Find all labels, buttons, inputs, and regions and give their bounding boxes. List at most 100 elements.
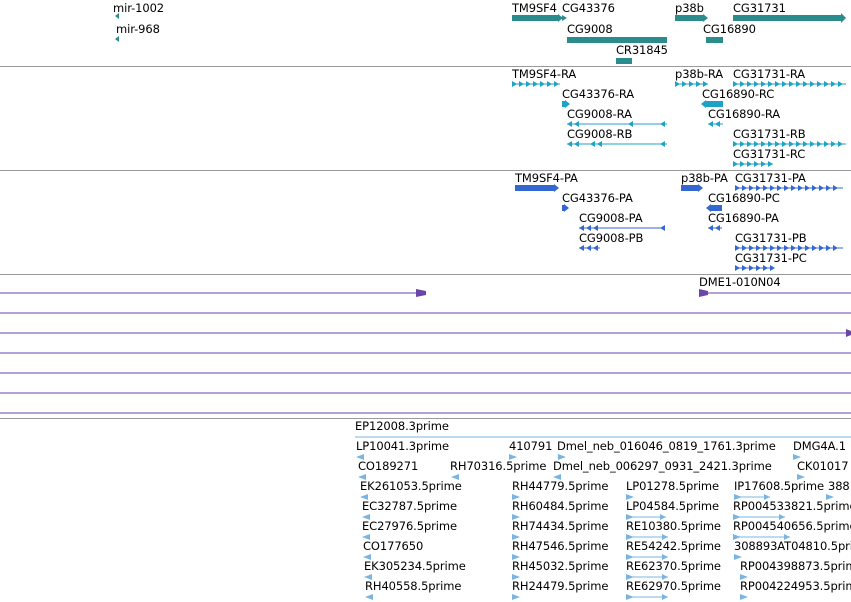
est-glyph [826, 494, 834, 500]
gene-label[interactable]: CG31731 [733, 1, 786, 15]
transcript-label[interactable]: CG16890-RC [702, 87, 775, 101]
transcript-label[interactable]: CG9008-RA [567, 107, 632, 121]
est-label[interactable]: CO177650 [363, 539, 424, 553]
est-glyph [509, 454, 517, 460]
gene-label[interactable]: CG16890 [703, 22, 756, 36]
est-label[interactable]: RH74434.5prime [512, 519, 609, 533]
est-label[interactable]: 388 [828, 479, 850, 493]
est-label[interactable]: EP12008.3prime [355, 419, 449, 433]
tm9sf4-pa-glyph [515, 185, 554, 191]
est-glyph [512, 574, 520, 580]
protein-label[interactable]: CG9008-PA [579, 211, 643, 225]
est-glyph [558, 454, 566, 460]
transcript-label[interactable]: CG31731-RA [733, 67, 806, 81]
protein-label[interactable]: CG16890-PC [708, 191, 780, 205]
est-label[interactable]: RH45032.5prime [512, 559, 609, 573]
mir-968-glyph [115, 36, 119, 42]
est-glyph [740, 594, 748, 600]
protein-label[interactable]: CG16890-PA [708, 211, 779, 225]
est-glyph [626, 494, 634, 500]
est-glyph [553, 474, 561, 480]
est-label[interactable]: RH44779.5prime [512, 479, 609, 493]
transcript-label[interactable]: TM9SF4-RA [512, 67, 577, 81]
cg16890-pc-glyph [711, 205, 722, 211]
est-glyph [451, 474, 459, 480]
transcript-label[interactable]: p38b-RA [675, 67, 724, 81]
gene-label[interactable]: CG9008 [567, 22, 613, 36]
est-glyph [363, 554, 371, 560]
cg43376-ra-glyph [562, 101, 565, 107]
est-label[interactable]: RH40558.5prime [365, 579, 462, 593]
est-glyph [512, 514, 520, 520]
est-label[interactable]: EK305234.5prime [364, 559, 466, 573]
p38b-pa-glyph [681, 185, 698, 191]
cg43376-pa-glyph [562, 205, 564, 211]
est-label[interactable]: 308893AT04810.5prime [734, 539, 851, 553]
protein-label[interactable]: CG9008-PB [579, 231, 644, 245]
transcript-track: TM9SF4-RA CG43376-RA CG9008-RA CG9008-RB… [0, 67, 851, 171]
est-label[interactable]: CK01017 [797, 459, 849, 473]
cg9008-gene-glyph [567, 37, 667, 43]
est-label[interactable]: RH47546.5prime [512, 539, 609, 553]
protein-label[interactable]: CG31731-PA [735, 171, 806, 185]
est-label[interactable]: DMG4A.1 [793, 439, 846, 453]
est-glyph [734, 554, 742, 560]
protein-label[interactable]: CG31731-PB [735, 231, 807, 245]
est-glyph [512, 494, 520, 500]
est-glyph [512, 534, 520, 540]
cg16890-gene-glyph [706, 37, 723, 43]
protein-label[interactable]: CG43376-PA [562, 191, 633, 205]
est-label[interactable]: RP004533821.5prime [733, 499, 851, 513]
transcript-label[interactable]: CG43376-RA [562, 87, 635, 101]
gene-track-glyphs [115, 13, 846, 64]
protein-label[interactable]: CG31731-PC [735, 251, 807, 265]
cr31845-gene-glyph [616, 58, 632, 64]
est-label[interactable]: LP10041.3prime [356, 439, 449, 453]
clone-end-glyph [416, 289, 426, 297]
est-label[interactable]: 410791 [509, 439, 553, 453]
transcript-label[interactable]: CG16890-RA [708, 107, 781, 121]
est-label[interactable]: EC27976.5prime [362, 519, 457, 533]
gene-label[interactable]: mir-1002 [113, 1, 165, 15]
cg31731-gene-glyph [733, 15, 841, 21]
clone-label[interactable]: DME1-010N04 [699, 275, 781, 289]
est-glyph [365, 594, 373, 600]
est-label[interactable]: LP01278.5prime [626, 479, 719, 493]
est-label[interactable]: RH60484.5prime [512, 499, 609, 513]
est-label[interactable]: RH70316.5prime [450, 459, 547, 473]
cg43376-gene-glyph [562, 15, 567, 21]
tm9sf4-gene-glyph [512, 15, 558, 21]
est-label[interactable]: Dmel_neb_016046_0819_1761.3prime [557, 439, 776, 453]
est-label[interactable]: RE10380.5prime [626, 519, 721, 533]
gene-label[interactable]: CG43376 [562, 1, 615, 15]
est-label[interactable]: LP04584.5prime [626, 499, 719, 513]
est-track-glyphs [355, 436, 851, 600]
transcript-label[interactable]: CG9008-RB [567, 127, 633, 141]
est-label[interactable]: IP17608.5prime [734, 479, 824, 493]
gene-label[interactable]: TM9SF4 [512, 1, 557, 15]
gene-track: mir-1002 mir-968 TM9SF4 CG43376 CG9008 C… [0, 0, 851, 67]
protein-label[interactable]: p38b-PA [681, 171, 728, 185]
est-label[interactable]: RE62970.5prime [626, 579, 721, 593]
gene-label[interactable]: p38b [675, 1, 704, 15]
est-label[interactable]: RP004540656.5prime [733, 519, 851, 533]
gene-label[interactable]: CR31845 [616, 43, 668, 57]
protein-label[interactable]: TM9SF4-PA [515, 171, 578, 185]
est-glyph [356, 454, 364, 460]
est-label[interactable]: EK261053.5prime [360, 479, 462, 493]
est-label[interactable]: RE62370.5prime [626, 559, 721, 573]
cg16890-rc-glyph [706, 101, 723, 107]
est-label[interactable]: CO189271 [358, 459, 419, 473]
gene-label[interactable]: mir-968 [116, 22, 160, 36]
est-label[interactable]: RE54242.5prime [626, 539, 721, 553]
est-label[interactable]: EC32787.5prime [362, 499, 457, 513]
est-glyph [358, 474, 366, 480]
est-label[interactable]: RP004224953.5prime [740, 579, 851, 593]
est-label[interactable]: RH24479.5prime [512, 579, 609, 593]
est-label[interactable]: Dmel_neb_006297_0931_2421.3prime [553, 459, 772, 473]
clone-track-glyphs [0, 289, 851, 414]
transcript-label[interactable]: CG31731-RC [733, 147, 806, 161]
est-label[interactable]: RP004398873.5prime [740, 559, 851, 573]
transcript-label[interactable]: CG31731-RB [733, 127, 806, 141]
